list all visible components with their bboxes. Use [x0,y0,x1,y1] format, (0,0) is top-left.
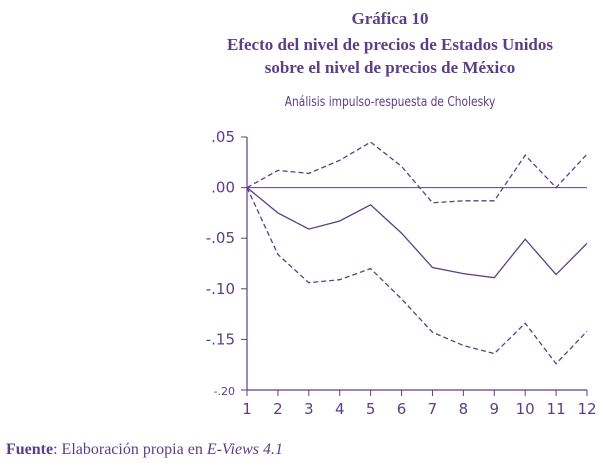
x-tick-label: 8 [459,400,469,418]
y-tick-label: -.20 [214,385,235,398]
response-line [246,187,588,279]
y-axis-ticks: .05 .00 -.05 -.10 -.15 -.20 [206,128,247,398]
x-tick-label: 4 [335,400,345,418]
chart-axes [246,137,587,391]
chart-title-number: Gráfica 10 [351,9,429,28]
y-tick-label: -.10 [206,280,235,298]
y-tick-label: .00 [211,179,235,197]
y-tick-label: -.15 [206,330,235,348]
y-tick-label: .05 [211,128,235,146]
lower-band-line [246,187,588,365]
source-note: Fuente: Elaboración propia en E-Views 4.… [6,441,283,459]
x-tick-label: 9 [489,400,499,418]
x-tick-label: 11 [547,400,566,418]
upper-band-line [246,141,588,204]
x-tick-label: 3 [304,400,314,418]
x-tick-label: 12 [577,400,596,418]
source-tool: E-Views 4.1 [206,441,283,458]
source-text: : Elaboración propia en [53,441,207,458]
chart-series [246,141,588,365]
y-tick-label: -.05 [206,229,235,247]
x-axis-ticks: 1 2 3 4 5 6 7 8 9 10 11 12 [242,390,597,418]
chart-subtitle: Análisis impulso-respuesta de Cholesky [284,95,496,110]
chart-title-line1: Efecto del nivel de precios de Estados U… [226,35,553,54]
x-tick-label: 5 [366,400,376,418]
x-tick-label: 7 [428,400,438,418]
x-tick-label: 10 [516,400,535,418]
x-tick-label: 6 [397,400,407,418]
x-tick-label: 2 [273,400,283,418]
source-label: Fuente [6,441,54,458]
chart-title-line2: sobre el nivel de precios de México [264,58,516,77]
x-tick-label: 1 [242,400,252,418]
